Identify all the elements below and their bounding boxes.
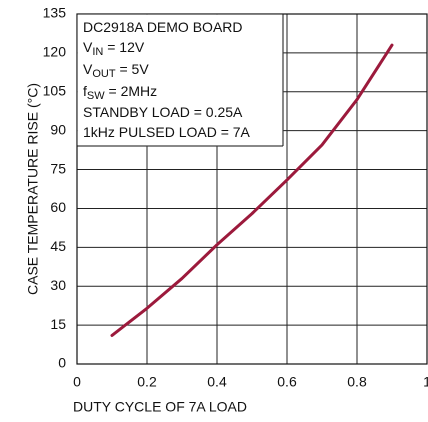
y-axis-label: CASE TEMPERATURE RISE (°C) — [25, 83, 41, 295]
x-tick-label: 0 — [73, 374, 81, 390]
annotation: VOUT = 5V — [83, 61, 149, 80]
y-tick-label: 60 — [50, 199, 66, 215]
annotation-part: IN — [92, 46, 103, 58]
annotation-box — [77, 14, 284, 147]
plot-frame — [76, 13, 428, 365]
annotation-part: = 12V — [103, 39, 145, 55]
y-tick-label: 30 — [50, 277, 66, 293]
y-tick-label: 75 — [50, 160, 66, 176]
annotation: fSW = 2MHz — [83, 83, 157, 102]
annotation: VIN = 12V — [83, 39, 145, 58]
x-tick-label: 0.4 — [207, 374, 227, 390]
annotation-part: = 2MHz — [105, 83, 158, 99]
y-tick-label: 90 — [50, 121, 66, 137]
annotation-part: STANDBY LOAD = 0.25A — [83, 104, 243, 120]
x-axis-label: DUTY CYCLE OF 7A LOAD — [73, 399, 247, 415]
data-line — [110, 43, 394, 337]
annotation-part: f — [83, 83, 87, 99]
annotation: 1kHz PULSED LOAD = 7A — [83, 124, 251, 140]
x-tick-label: 0.6 — [277, 374, 297, 390]
x-tick-label: 0.2 — [137, 374, 157, 390]
annotation-part: DC2918A DEMO BOARD — [83, 19, 243, 35]
annotation-part: SW — [87, 90, 105, 102]
y-tick-label: 0 — [58, 355, 66, 371]
annotation-part: OUT — [92, 68, 116, 80]
y-tick-label: 120 — [43, 44, 67, 60]
y-tick-label: 45 — [50, 238, 66, 254]
annotation: STANDBY LOAD = 0.25A — [83, 104, 243, 120]
y-tick-label: 15 — [50, 316, 66, 332]
x-tick-label: 0.8 — [347, 374, 367, 390]
annotation-part: V — [83, 61, 93, 77]
y-tick-label: 105 — [43, 82, 67, 98]
annotation-part: V — [83, 39, 93, 55]
y-tick-label: 135 — [43, 5, 67, 21]
annotation-part: = 5V — [116, 61, 150, 77]
annotation: DC2918A DEMO BOARD — [83, 19, 243, 35]
x-tick-label: 1 — [423, 374, 428, 390]
annotation-part: 1kHz PULSED LOAD = 7A — [83, 124, 251, 140]
